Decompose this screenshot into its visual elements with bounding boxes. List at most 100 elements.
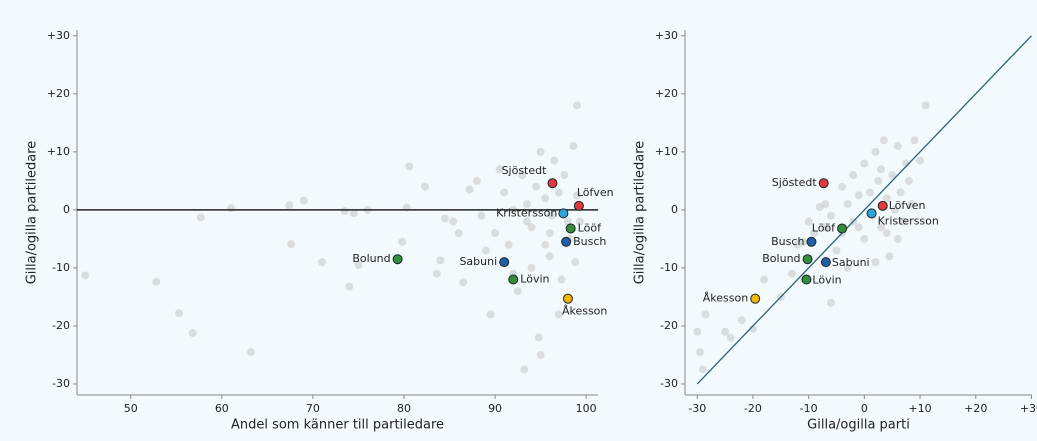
leader-point <box>562 293 573 304</box>
y-tick-label: +10 <box>47 145 70 158</box>
background-point <box>893 234 902 243</box>
background-point <box>504 240 513 249</box>
y-axis-title: Gilla/ogilla partiledare <box>25 141 40 285</box>
background-point <box>465 185 474 194</box>
point-label: Kristersson <box>496 206 557 219</box>
background-point <box>877 223 886 232</box>
point-label: Sjöstedt <box>502 164 548 177</box>
x-tick-label: 70 <box>306 402 320 415</box>
background-point <box>299 196 308 205</box>
background-point <box>737 316 746 325</box>
background-point <box>865 188 874 197</box>
x-tick-label: 80 <box>397 402 411 415</box>
background-point <box>787 269 796 278</box>
y-tick-label: 0 <box>63 203 70 216</box>
background-point <box>799 237 808 246</box>
background-point <box>910 136 919 145</box>
background-point <box>541 194 550 203</box>
leader-point <box>866 208 877 219</box>
leader-point <box>801 274 812 285</box>
x-tick-label: -10 <box>800 402 818 415</box>
background-point <box>520 365 529 374</box>
background-point <box>481 246 490 255</box>
background-point <box>518 171 527 180</box>
background-point <box>907 200 916 209</box>
leader-point <box>806 236 817 247</box>
background-point <box>432 269 441 278</box>
point-label: Löfven <box>577 186 614 199</box>
leader-point <box>573 200 584 211</box>
point-label: Busch <box>573 235 606 248</box>
x-tick-label: 0 <box>861 402 868 415</box>
background-point <box>420 182 429 191</box>
point-label: Lööf <box>812 221 836 234</box>
y-tick-label: +10 <box>655 145 678 158</box>
background-point <box>877 165 886 174</box>
background-point <box>491 229 500 238</box>
point-label: Busch <box>771 235 804 248</box>
point-label: Löfven <box>889 199 926 212</box>
x-axis-title: Andel som känner till partiledare <box>231 418 444 433</box>
x-tick-label: 50 <box>124 402 138 415</box>
background-point <box>554 188 563 197</box>
leader-point <box>837 223 848 234</box>
y-tick-label: +20 <box>47 87 70 100</box>
point-label: Sabuni <box>459 255 497 268</box>
leader-point <box>565 223 576 234</box>
x-tick-label: +20 <box>964 402 987 415</box>
point-label: Kristersson <box>878 214 939 227</box>
background-point <box>188 328 197 337</box>
diagonal-line <box>696 35 1032 385</box>
background-point <box>854 191 863 200</box>
background-point <box>318 258 327 267</box>
background-point <box>513 287 522 296</box>
y-tick-label: -10 <box>52 261 70 274</box>
background-point <box>760 275 769 284</box>
leader-point <box>547 178 558 189</box>
background-point <box>454 229 463 238</box>
background-point <box>436 256 445 265</box>
leader-point <box>820 257 831 268</box>
background-point <box>843 200 852 209</box>
y-axis-title: Gilla/ogilla partiledare <box>633 141 648 285</box>
background-point <box>522 217 531 226</box>
background-point <box>534 333 543 342</box>
background-point <box>899 217 908 226</box>
background-point <box>879 136 888 145</box>
background-point <box>398 237 407 246</box>
background-point <box>854 223 863 232</box>
background-point <box>495 165 504 174</box>
background-point <box>500 188 509 197</box>
x-tick-label: -20 <box>744 402 762 415</box>
background-point <box>885 252 894 261</box>
background-point <box>532 182 541 191</box>
background-point <box>821 223 830 232</box>
background-point <box>536 350 545 359</box>
background-point <box>226 204 235 213</box>
background-point <box>826 211 835 220</box>
background-point <box>726 333 735 342</box>
background-point <box>486 310 495 319</box>
background-point <box>902 159 911 168</box>
background-point <box>354 261 363 270</box>
y-tick-label: 0 <box>671 203 678 216</box>
background-point <box>287 240 296 249</box>
background-point <box>874 176 883 185</box>
background-point <box>152 277 161 286</box>
y-tick-label: -30 <box>660 377 678 390</box>
background-point <box>527 263 536 272</box>
leader-point <box>558 208 569 219</box>
leader-point <box>561 236 572 247</box>
background-point <box>804 217 813 226</box>
leader-point <box>499 257 510 268</box>
background-point <box>285 201 294 210</box>
background-point <box>832 246 841 255</box>
background-point <box>701 310 710 319</box>
background-point <box>196 213 205 222</box>
background-point <box>547 211 556 220</box>
leader-point <box>392 254 403 265</box>
background-point <box>545 229 554 238</box>
background-point <box>554 310 563 319</box>
point-label: Åkesson <box>562 305 607 318</box>
background-point <box>698 365 707 374</box>
